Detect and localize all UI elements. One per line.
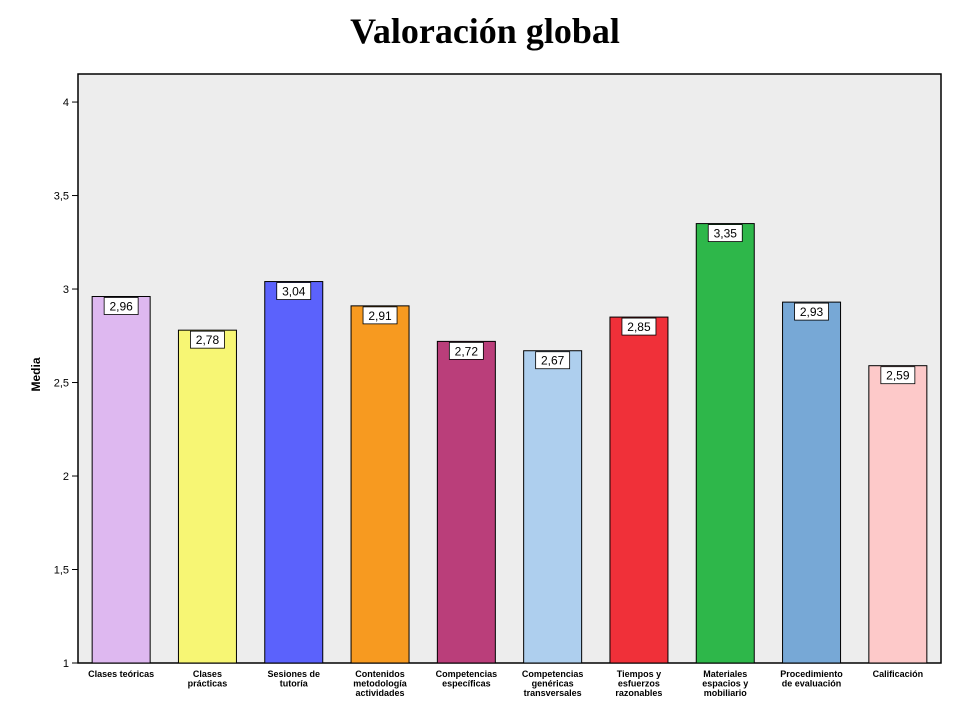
bar (609, 316, 669, 664)
category-label: transversales (524, 688, 582, 698)
category-label: actividades (356, 688, 405, 698)
category-label: tutoría (280, 679, 309, 689)
y-tick-label: 1 (63, 658, 69, 670)
value-label: 2,96 (109, 300, 133, 314)
category-label: Clases (193, 669, 222, 679)
value-label-box (448, 341, 484, 360)
category-label: espacios y (702, 679, 748, 689)
y-tick-label: 4 (63, 97, 69, 109)
value-label-box (880, 366, 916, 385)
chart-title: Valoración global (350, 11, 620, 51)
category-label: Tiempos y (617, 669, 661, 679)
value-label: 2,72 (455, 344, 479, 358)
value-label-box (535, 351, 571, 370)
value-label-box (103, 297, 139, 315)
y-axis-title: Media (29, 357, 43, 391)
category-label: de evaluación (782, 679, 842, 689)
y-tick-label: 3,5 (54, 191, 69, 203)
y-tick-label: 1,5 (54, 565, 69, 577)
value-label: 3,04 (282, 285, 306, 299)
value-label-box (276, 282, 312, 300)
category-label: Procedimiento (780, 669, 843, 679)
y-tick-label: 3 (63, 284, 69, 296)
category-label: genéricas (532, 679, 574, 689)
value-label: 2,85 (627, 320, 651, 334)
bar (436, 340, 496, 664)
category-label: Competencias (436, 669, 498, 679)
value-label: 2,78 (196, 333, 220, 347)
bar (523, 350, 583, 664)
value-label: 2,59 (886, 369, 910, 383)
category-label: Competencias (522, 669, 584, 679)
value-label-box (621, 317, 657, 336)
category-label: Contenidos (355, 669, 405, 679)
category-label: específicas (442, 679, 491, 689)
value-label: 2,91 (368, 309, 392, 323)
category-label: metodología (353, 679, 407, 689)
category-label: esfuerzos (618, 679, 660, 689)
category-label: Sesiones de (267, 669, 320, 679)
category-label: prácticas (188, 679, 228, 689)
bar (350, 305, 410, 664)
category-label: Materiales (703, 669, 747, 679)
value-label-box (190, 330, 225, 349)
value-label: 2,67 (541, 354, 565, 368)
y-tick-label: 2,5 (54, 378, 69, 390)
value-label-box (707, 224, 743, 242)
category-label: razonables (615, 688, 662, 698)
bar (91, 296, 151, 664)
value-label: 3,35 (714, 227, 738, 241)
bar (695, 223, 755, 664)
bar (782, 301, 842, 664)
category-label: Clases teóricas (88, 669, 154, 679)
bar (177, 329, 237, 664)
category-label: mobiliario (704, 688, 748, 698)
value-label-box (794, 302, 829, 321)
value-label: 2,93 (800, 305, 824, 319)
value-label-box (362, 306, 398, 325)
bar (868, 365, 928, 664)
category-label: Calificación (873, 669, 924, 679)
bar (264, 281, 324, 664)
y-tick-label: 2 (63, 471, 69, 483)
